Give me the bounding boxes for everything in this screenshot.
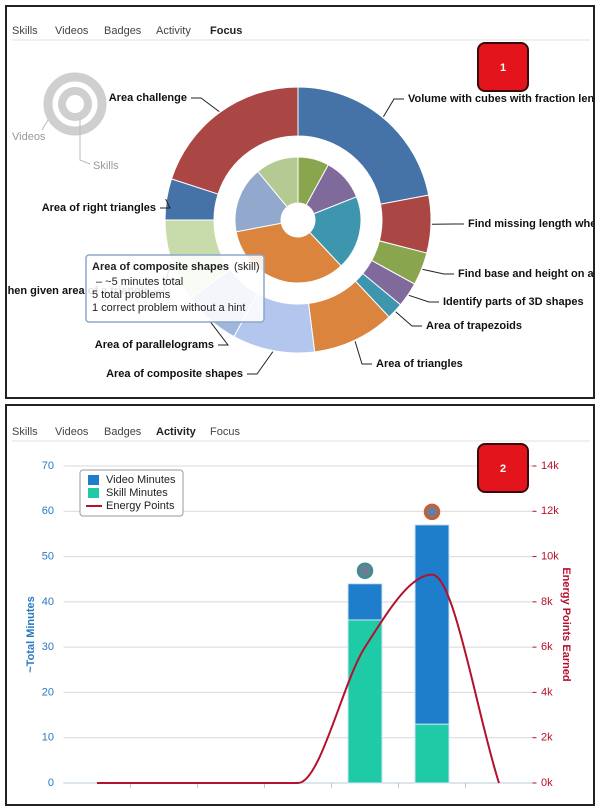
leader-line [354,341,372,365]
slice-label: Area of triangles [376,358,463,370]
y2-tick-label: 10k [541,550,559,562]
leader-line [247,351,274,375]
tab[interactable]: Badges [104,426,142,438]
activity-chart: 0 10 20 30 40 50 60 70 0k 2k 4k 6k 8k 10k 12k 14k ~Total… [25,460,572,789]
leader-line [422,268,454,275]
y-axis-title: ~Total Minutes [25,596,37,673]
y-tick-label: 60 [42,505,54,517]
legend-box [79,469,184,517]
tooltip-heading: Area of composite shapes [92,261,229,273]
badge-number: 1 [500,62,506,74]
tab[interactable]: Badges [104,25,142,37]
tab[interactable]: Videos [55,25,89,37]
ring-icon [58,87,92,121]
line-series [96,573,500,785]
tab[interactable]: Activity [156,25,191,37]
y-tick-label: 10 [42,732,54,744]
y-tick-label: 30 [42,641,54,653]
leader-line [382,98,404,118]
y2-tick-label: 14k [541,460,559,472]
leader-line [191,97,220,112]
ring-legend: Videos Skills [12,72,119,172]
y2-tick-label: 2k [541,732,553,744]
y-tick-label: 40 [42,596,54,608]
leader-line [208,320,230,346]
badge-icon[interactable] [423,503,441,521]
slice-label: Identify parts of 3D shapes [443,296,584,308]
slice-label: Area of parallelograms [95,339,214,351]
overlay: 12 [477,42,529,493]
legend-label[interactable]: Energy Points [106,500,175,512]
y-tick-label: 50 [42,550,54,562]
tab[interactable]: Videos [55,426,89,438]
badge-box [477,42,529,92]
badge-box [477,443,529,493]
tab[interactable]: Skills [12,426,38,438]
legend-label[interactable]: Skill Minutes [106,487,168,499]
y2-tick-label: 12k [541,505,559,517]
badge: 2 [477,443,529,493]
slice-label: Area of right triangles [42,202,156,214]
ring-name: Videos [12,131,46,143]
y-tick-label: 20 [42,686,54,698]
slice-label: Area of composite shapes [106,368,243,380]
tooltip-title: Area of composite shapes (skill) [92,261,260,273]
y-tick-label: 70 [42,460,54,472]
leader-line [160,198,171,209]
bar[interactable] [347,583,383,621]
tooltip-box [85,254,265,323]
tooltip: Area of composite shapes (skill) – ~5 minu… [85,254,265,323]
tooltip-tag: (skill) [234,261,260,273]
badge: 1 [477,42,529,92]
badge-icon[interactable] [356,562,374,579]
tab[interactable]: Focus [210,25,242,37]
legend-leader [79,118,91,165]
tab[interactable]: Skills [12,25,38,37]
focus-chart: Volume with cubes with fraction leng Find… [8,72,600,380]
slice-label: Area of trapezoids [426,320,522,332]
donut-slice[interactable] [234,170,288,233]
tab[interactable]: Focus [210,426,240,438]
donut-slice[interactable] [170,86,299,195]
slice-label: Volume with cubes with fraction leng [408,93,600,105]
tooltip-line: 5 total problems [92,289,171,301]
tab[interactable]: Activity [156,426,197,438]
y2-tick-label: 4k [541,686,553,698]
ring-icon [43,72,107,136]
tab-bar: Skills Videos Badges Activity Focus [12,426,590,442]
slice-label: Area challenge [109,92,187,104]
y2-tick-label: 0k [541,777,553,789]
legend-leader [41,119,49,131]
legend-label[interactable]: Video Minutes [106,474,176,486]
y2-tick-label: 8k [541,596,553,608]
ring-name: Skills [93,160,119,172]
leader-line [408,294,439,303]
bar[interactable] [414,723,450,784]
tooltip-line: – ~5 minutes total [96,276,183,288]
badge-number: 2 [500,463,506,475]
legend-swatch [88,488,99,498]
bar[interactable] [414,524,450,725]
slice-label: Find missing length whe [468,218,596,230]
y2-axis-title: Energy Points Earned [560,567,572,681]
tooltip-line: 1 correct problem without a hint [92,302,245,314]
bar[interactable] [347,619,383,784]
donut-slice[interactable] [257,156,299,208]
slice-label: Find base and height on a [458,268,595,280]
leader-line [395,311,422,327]
y2-tick-label: 6k [541,641,553,653]
donut-slice[interactable] [308,196,362,267]
y-tick-label: 0 [48,777,54,789]
tab-bar: Skills Videos Badges Activity Focus [12,25,590,41]
legend-swatch [88,475,99,485]
